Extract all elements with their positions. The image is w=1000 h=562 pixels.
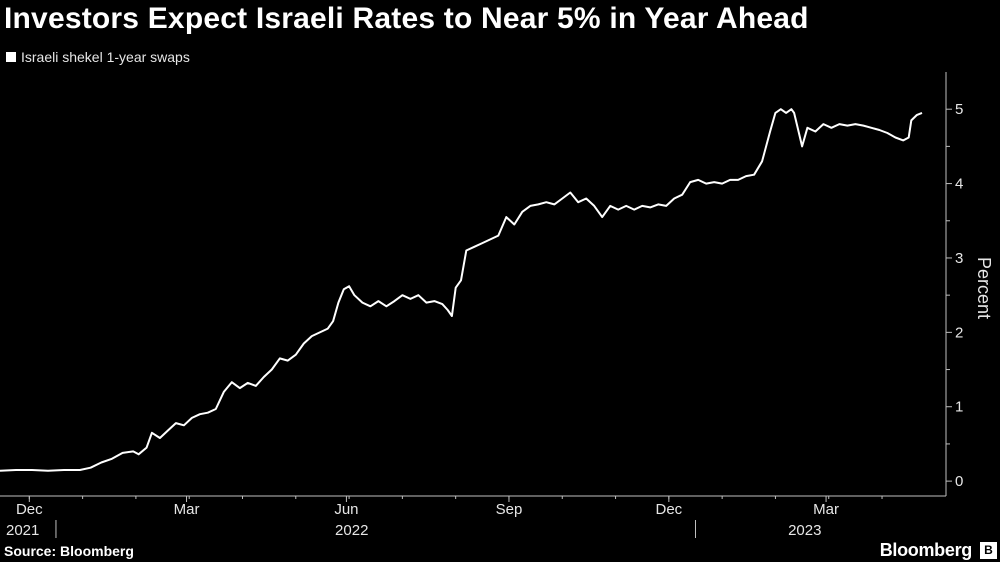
legend: Israeli shekel 1-year swaps <box>6 49 190 65</box>
x-tick-label: Dec <box>656 501 683 518</box>
x-tick-label: Dec <box>16 501 43 518</box>
series-line-swaps <box>0 108 923 472</box>
chart-title: Investors Expect Israeli Rates to Near 5… <box>4 2 809 35</box>
y-axis-label: Percent <box>974 257 994 319</box>
y-tick-label: 0 <box>955 473 963 490</box>
y-tick-label: 3 <box>955 250 963 267</box>
source-note: Source: Bloomberg <box>4 543 134 559</box>
year-label: 2023 <box>788 522 821 539</box>
y-tick-label: 2 <box>955 324 963 341</box>
bloomberg-logo-icon: B <box>980 542 997 559</box>
x-tick-label: Mar <box>813 501 839 518</box>
y-tick-label: 5 <box>955 101 963 118</box>
brand-name: Bloomberg <box>879 540 973 560</box>
legend-swatch <box>6 52 16 62</box>
y-tick-label: 4 <box>955 176 963 193</box>
x-tick-label: Mar <box>174 501 200 518</box>
x-tick-label: Sep <box>496 501 523 518</box>
y-tick-label: 1 <box>955 399 963 416</box>
x-tick-label: Jun <box>334 501 358 518</box>
legend-label: Israeli shekel 1-year swaps <box>21 49 190 65</box>
year-label: 2022 <box>335 522 368 539</box>
year-label: 2021 <box>6 522 39 539</box>
